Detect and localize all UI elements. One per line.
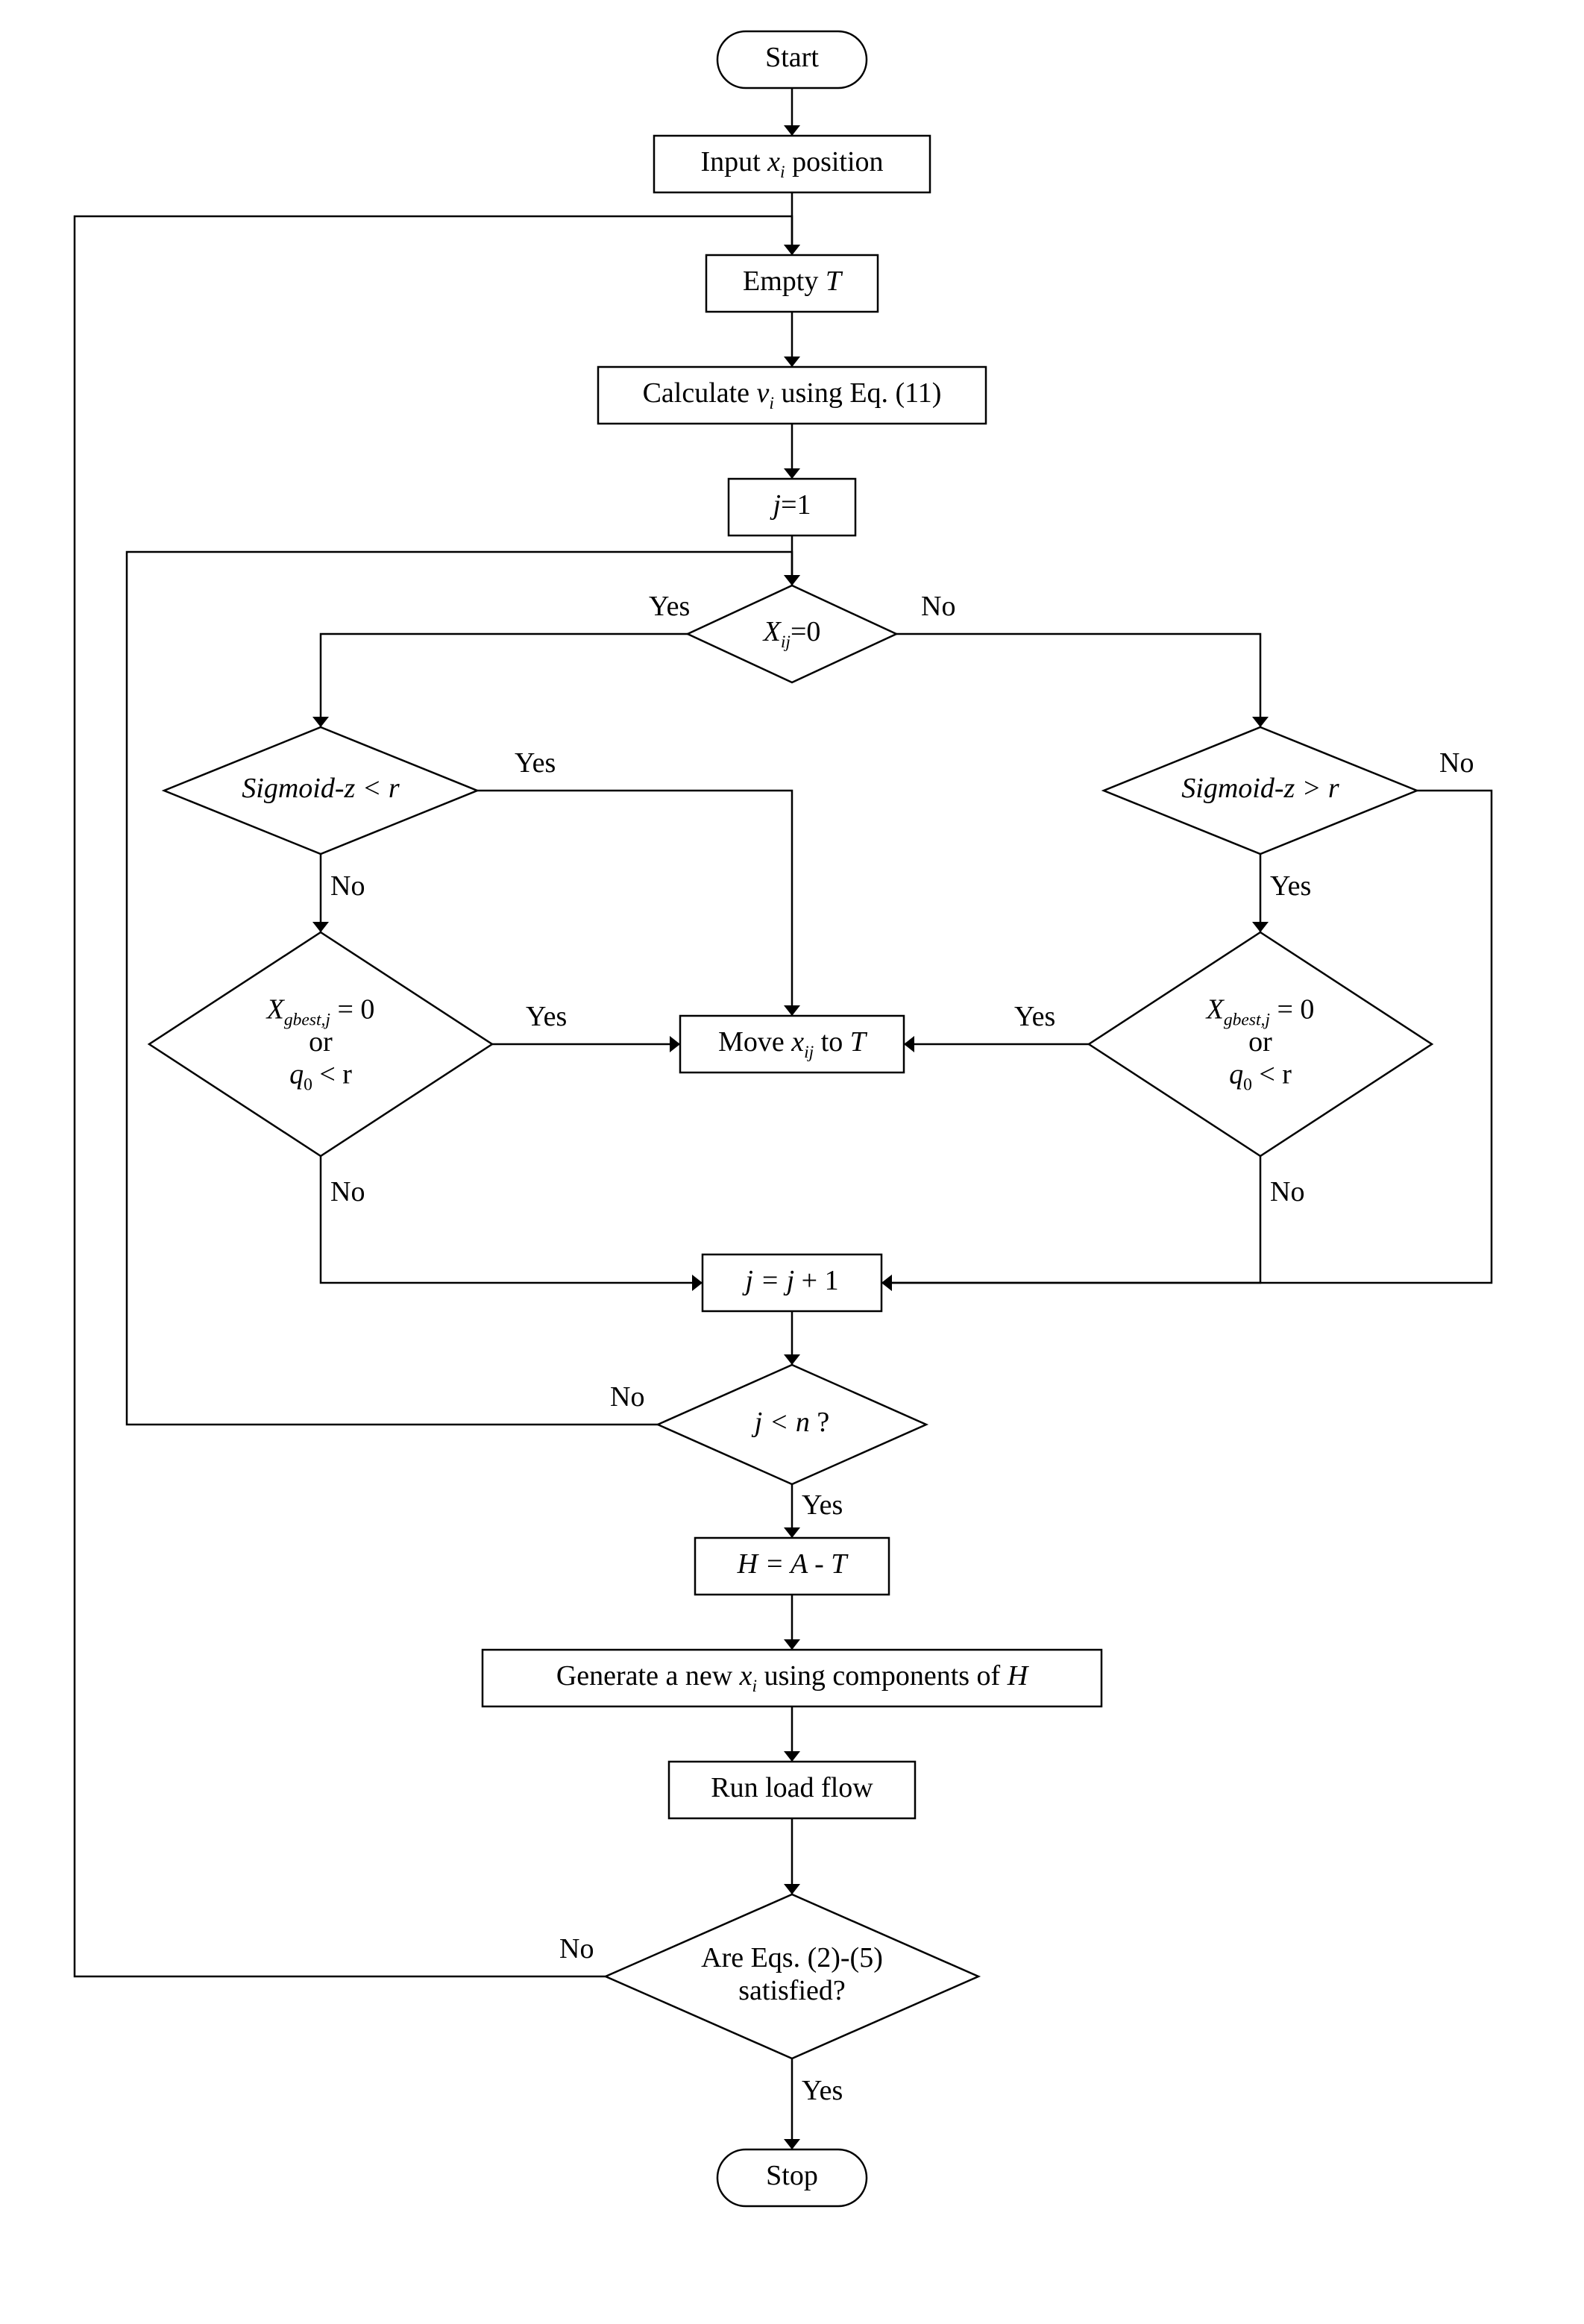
edge-label: Yes: [526, 1001, 567, 1032]
edge-label: Yes: [649, 591, 690, 622]
j_eq_1-label: j=1: [770, 489, 811, 521]
flow-edge: [321, 1156, 703, 1283]
flow-edge: [321, 634, 688, 727]
flow-edge: [477, 791, 792, 1016]
run_lf-label: Run load flow: [711, 1772, 873, 1803]
stop-label: Stop: [766, 2160, 818, 2191]
flow-edge: [896, 634, 1260, 727]
gen_xi-label: Generate a new xi using components of H: [556, 1660, 1030, 1697]
start-label: Start: [765, 42, 819, 73]
edge-label: No: [1270, 1176, 1304, 1207]
input_xi-label: Input xi position: [700, 146, 883, 183]
edge-label: Yes: [515, 747, 556, 779]
edge-label: Yes: [802, 1489, 843, 1521]
edge-label: No: [1439, 747, 1474, 779]
j_inc-label: j = j + 1: [741, 1265, 838, 1296]
j_lt_n-label: j < n ?: [751, 1407, 830, 1438]
edge-label: No: [330, 870, 365, 902]
edge-label: Yes: [1014, 1001, 1055, 1032]
h_eq-label: H = A - T: [737, 1548, 849, 1580]
calc_vi-label: Calculate vi using Eq. (11): [643, 377, 942, 414]
xij_0-label: Xij=0: [762, 616, 821, 653]
edge-label: No: [921, 591, 955, 622]
move_xij-label: Move xij to T: [718, 1026, 868, 1063]
sigL-label: Sigmoid-z < r: [242, 773, 400, 804]
edge-label: No: [610, 1381, 644, 1413]
flowchart-canvas: Yes No Yes No No Yes Yes Yes No No No Yes No Yes Start…: [0, 0, 1584, 2324]
flow-edge: [127, 552, 792, 1425]
empty_t-label: Empty T: [743, 266, 843, 297]
edge-label: Yes: [802, 2075, 843, 2106]
flow-edge: [881, 1156, 1260, 1283]
sigR-label: Sigmoid-z > r: [1181, 773, 1339, 804]
edge-label: No: [559, 1933, 594, 1965]
edge-label: Yes: [1270, 870, 1311, 902]
flow-edge: [75, 216, 792, 1976]
edge-label: No: [330, 1176, 365, 1207]
